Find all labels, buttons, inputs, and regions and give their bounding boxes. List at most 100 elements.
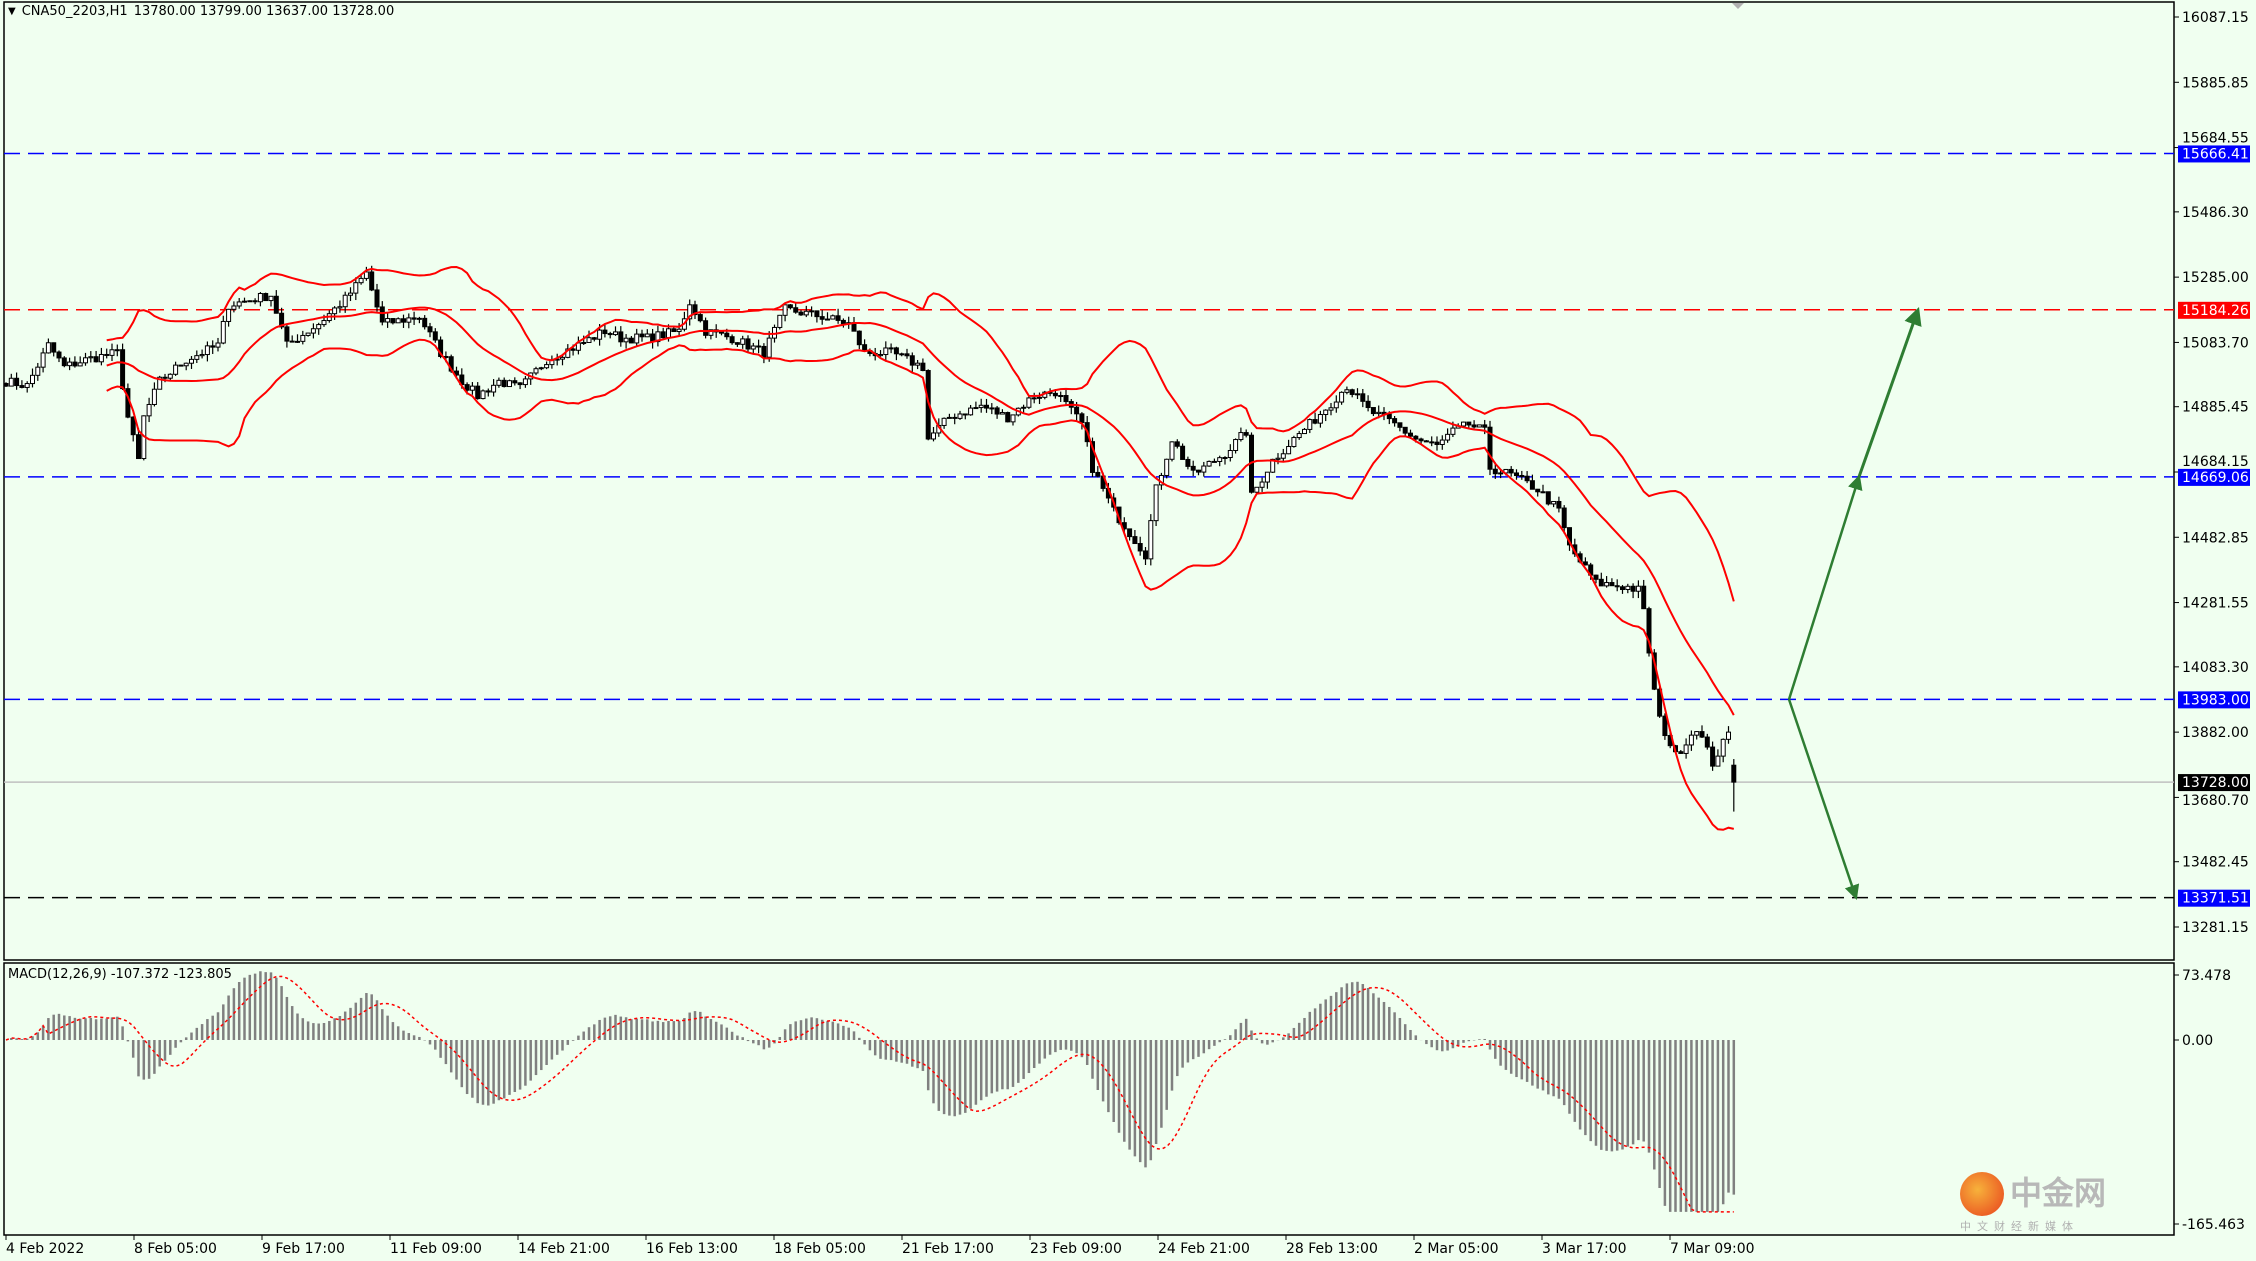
candle	[1609, 578, 1615, 587]
candle	[835, 308, 841, 324]
candle	[915, 359, 921, 370]
candle-body	[1286, 446, 1292, 455]
candle-body	[1429, 441, 1435, 444]
candle-body	[332, 307, 338, 315]
candle	[427, 322, 433, 338]
candle-body	[1620, 586, 1625, 591]
candle-body	[289, 340, 295, 343]
candle	[1699, 725, 1705, 739]
candle	[533, 366, 539, 376]
candle	[289, 335, 295, 343]
candle	[968, 404, 974, 416]
candle	[1487, 420, 1493, 476]
candle-body	[1535, 488, 1541, 493]
candle	[613, 326, 618, 336]
candle-body	[385, 318, 391, 323]
candle	[1593, 574, 1599, 584]
candle-body	[1264, 471, 1270, 483]
candle-body	[946, 416, 952, 419]
candle	[1243, 429, 1249, 438]
level-price-label: 14669.06	[2182, 470, 2249, 486]
time-tick-label: 4 Feb 2022	[6, 1241, 84, 1257]
candle-body	[130, 416, 136, 436]
forecast-arrows	[1787, 306, 1922, 901]
candle-body	[1132, 536, 1138, 545]
candle-body	[1461, 421, 1466, 427]
candle	[422, 315, 428, 330]
candle-body	[3, 383, 9, 387]
candle	[1227, 444, 1233, 462]
candle-body	[1349, 389, 1355, 395]
candle-body	[628, 337, 634, 344]
candle	[787, 304, 793, 310]
candle-body	[1423, 440, 1429, 443]
candle-body	[973, 407, 979, 410]
candle-body	[1731, 764, 1737, 783]
candle	[893, 346, 899, 361]
candle	[1540, 484, 1546, 494]
candle	[469, 382, 475, 395]
candle-body	[634, 333, 640, 344]
chart-header: ▼ CNA50_2203,H1 13780.00 13799.00 13637.…	[8, 4, 394, 19]
level-price-label: 15184.26	[2182, 303, 2249, 319]
candle-body	[1196, 469, 1201, 473]
candle-body	[602, 329, 608, 335]
candle	[1148, 514, 1154, 566]
candle	[507, 379, 512, 388]
candle-body	[1206, 460, 1212, 467]
candle-body	[1450, 427, 1456, 435]
candle	[1238, 427, 1244, 442]
candle-body	[379, 306, 385, 323]
candle	[1635, 580, 1641, 599]
candle	[130, 416, 136, 442]
candle-body	[840, 319, 846, 325]
candle	[173, 361, 179, 376]
level-price-label-bg	[2178, 301, 2250, 319]
arrow-up-first	[1787, 474, 1863, 700]
candle	[1524, 471, 1530, 484]
candle-body	[416, 317, 422, 320]
candle-body	[915, 362, 921, 366]
candle	[1127, 528, 1133, 541]
price-tick-label: 14281.55	[2182, 596, 2249, 612]
candle	[178, 364, 184, 367]
candle	[210, 340, 216, 354]
candle-body	[109, 349, 115, 356]
macd-panel-frame	[3, 962, 2175, 1236]
candle-body	[342, 294, 348, 308]
candle	[1439, 435, 1445, 450]
candle-body	[215, 342, 221, 348]
price-tick-label: 15285.00	[2182, 270, 2249, 286]
level-price-label: 13371.51	[2182, 891, 2249, 907]
candle-body	[1604, 582, 1610, 587]
candle	[1545, 491, 1551, 506]
candle-body	[1445, 433, 1451, 441]
candle-body	[146, 403, 152, 417]
candle-body	[1323, 409, 1329, 416]
candle	[151, 382, 157, 407]
candle-body	[745, 338, 751, 350]
candle	[793, 302, 799, 314]
candle-body	[88, 356, 94, 359]
candle	[782, 304, 788, 322]
candle-body	[660, 331, 666, 339]
candle-body	[1529, 480, 1535, 490]
candle	[1206, 460, 1212, 467]
ohlc-label: 13780.00 13799.00 13637.00 13728.00	[133, 4, 395, 19]
candle-body	[740, 338, 746, 345]
candle-body	[501, 379, 507, 388]
candle	[114, 344, 120, 357]
macd-histogram	[10, 971, 1736, 1212]
candle-body	[591, 337, 597, 340]
candle	[88, 351, 94, 363]
candle-body	[1413, 435, 1419, 440]
candle	[295, 334, 300, 343]
candle	[257, 292, 263, 307]
candle	[406, 313, 412, 329]
candle-body	[1726, 731, 1731, 740]
collapse-triangle-icon[interactable]: ▼	[8, 6, 16, 17]
candle	[1678, 750, 1684, 754]
candle	[1429, 436, 1435, 447]
candle-body	[104, 353, 110, 356]
